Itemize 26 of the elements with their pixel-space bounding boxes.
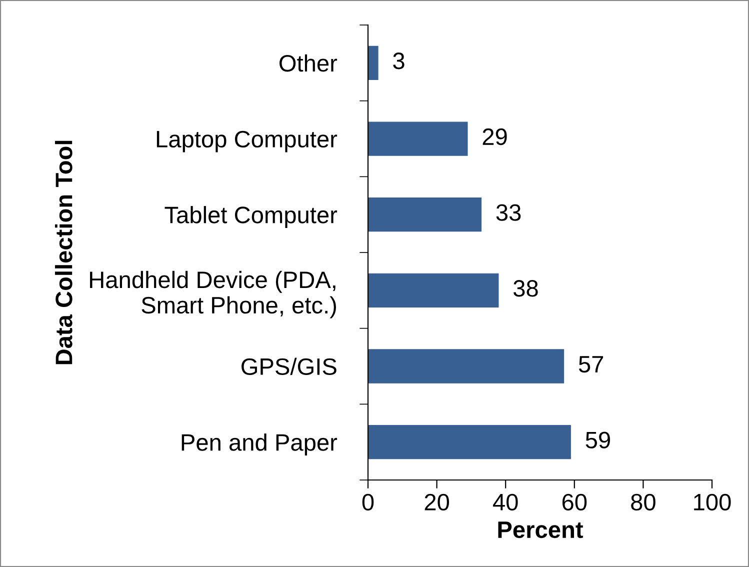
- x-tick-label: 80: [631, 494, 656, 511]
- y-tick-label: GPS/GIS: [242, 358, 336, 376]
- x-tick-label: 100: [694, 494, 731, 511]
- data-label: 29: [482, 128, 507, 146]
- x-tick-label: 60: [562, 494, 587, 511]
- bar: [368, 198, 482, 232]
- y-tick-label: Other: [280, 54, 338, 72]
- data-label: 33: [496, 204, 521, 221]
- bar: [368, 122, 468, 156]
- y-axis-title: Data Collection Tool: [54, 140, 72, 364]
- y-tick-label: Handheld Device (PDA, Smart Phone, etc.): [90, 270, 336, 318]
- bar: [368, 349, 564, 384]
- data-label: 3: [393, 52, 404, 70]
- bar: [368, 425, 571, 460]
- x-tick-label: 0: [362, 494, 374, 511]
- y-tick-label: Tablet Computer: [164, 206, 338, 228]
- x-tick-label: 40: [493, 494, 518, 511]
- data-label: 38: [514, 280, 538, 297]
- y-tick-label: Laptop Computer: [156, 130, 338, 152]
- x-axis-title: Percent: [498, 522, 584, 538]
- y-tick-label: Pen and Paper: [182, 434, 338, 456]
- x-tick-label: 20: [424, 494, 450, 511]
- bar: [368, 46, 378, 80]
- bar: [368, 273, 499, 308]
- data-label: 57: [578, 356, 604, 373]
- data-label: 59: [586, 432, 610, 448]
